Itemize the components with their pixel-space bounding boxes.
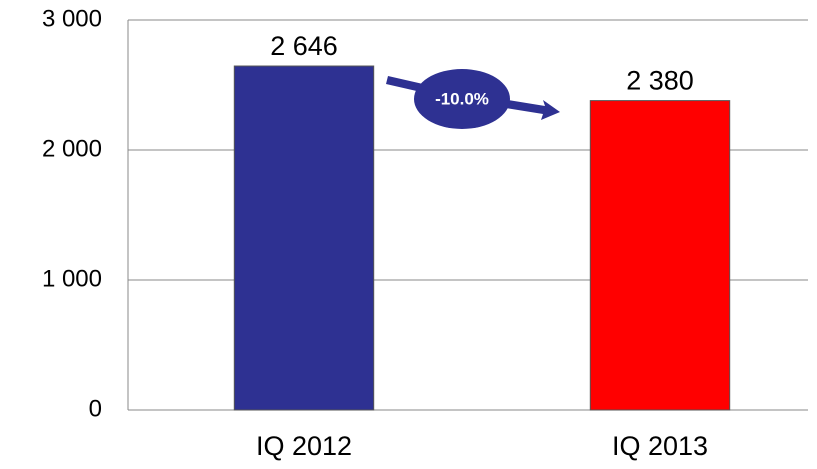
x-tick-label: IQ 2012 [256, 431, 352, 461]
bar [589, 100, 731, 411]
y-tick-label: 3 000 [42, 5, 102, 32]
value-label: 2 380 [626, 66, 694, 96]
annotation-bubble [414, 69, 510, 129]
x-tick-label: IQ 2013 [612, 431, 708, 461]
bar [233, 65, 375, 411]
value-label: 2 646 [270, 31, 338, 61]
y-tick-label: 0 [89, 395, 102, 422]
change-annotation: -10.0% [386, 69, 560, 129]
y-tick-label: 1 000 [42, 265, 102, 292]
annotation-text: -10.0% [435, 89, 489, 108]
y-tick-label: 2 000 [42, 135, 102, 162]
